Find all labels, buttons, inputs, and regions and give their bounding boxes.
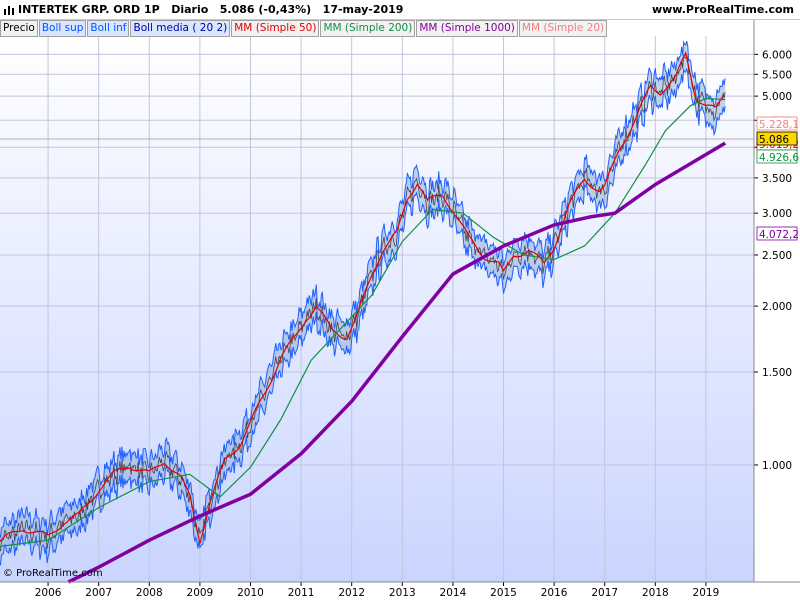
y-tick-label: 3.500 [762, 173, 792, 185]
x-tick-label: 2014 [440, 587, 467, 599]
y-tick-label: 5.500 [762, 69, 792, 81]
bollinger-upper-line [0, 40, 726, 538]
value-marker-box [756, 116, 798, 131]
legend-item[interactable]: Boll media ( 20 2) [130, 20, 231, 37]
x-tick-label: 2016 [541, 587, 568, 599]
y-tick-label: 1.500 [762, 367, 792, 379]
value-marker-label: 4.072,2 [759, 229, 799, 241]
chart-type-icon[interactable] [3, 4, 15, 16]
mm1000-line [67, 141, 727, 584]
bollinger-lower-line [0, 67, 726, 566]
value-marker-box [756, 131, 798, 146]
legend-item[interactable]: Boll sup [38, 20, 87, 37]
x-tick-label: 2009 [187, 587, 214, 599]
y-tick-label: 1.000 [762, 460, 792, 472]
x-axis-panel [0, 582, 800, 600]
value-marker-label: 4.926,6 [759, 152, 799, 164]
value-marker-label: 5.228,1 [759, 119, 799, 131]
value-marker-label: 5.086 [759, 134, 789, 146]
mm200-line [0, 97, 726, 547]
legend-item[interactable]: MM (Simple 50) [231, 20, 320, 37]
x-tick-label: 2011 [288, 587, 315, 599]
x-tick-label: 2006 [35, 587, 62, 599]
legend-item[interactable]: MM (Simple 200) [320, 20, 416, 37]
x-tick-label: 2007 [85, 587, 112, 599]
y-tick-label: 2.000 [762, 301, 792, 313]
x-tick-label: 2015 [490, 587, 517, 599]
legend-item[interactable]: Precio [0, 20, 38, 37]
x-tick-label: 2018 [642, 587, 669, 599]
copyright-label: © ProRealTime.com [3, 568, 103, 579]
mm50-line [0, 51, 725, 544]
x-tick-label: 2019 [693, 587, 720, 599]
x-tick-label: 2017 [591, 587, 618, 599]
y-tick-label: 3.000 [762, 208, 792, 220]
value-marker-box [756, 226, 798, 241]
x-tick-label: 2013 [389, 587, 416, 599]
site-url[interactable]: www.ProRealTime.com [651, 3, 794, 16]
x-tick-label: 2008 [136, 587, 163, 599]
value-marker-box [756, 149, 798, 164]
legend-item[interactable]: MM (Simple 20) [518, 20, 608, 37]
indicator-legend: Precio Boll sup Boll inf Boll media ( 20 2)… [0, 20, 608, 37]
y-axis-panel [754, 20, 800, 582]
y-tick-label: 5.000 [762, 91, 792, 103]
chart-title: INTERTEK GRP. ORD 1P Diario 5.086 (-0,43… [18, 3, 404, 16]
y-tick-label: 6.000 [762, 49, 792, 61]
y-tick-label: 2.500 [762, 250, 792, 262]
x-tick-label: 2010 [237, 587, 264, 599]
legend-item[interactable]: Boll inf [87, 20, 130, 37]
legend-item[interactable]: MM (Simple 1000) [416, 20, 518, 37]
title-bar: INTERTEK GRP. ORD 1P Diario 5.086 (-0,43… [0, 0, 800, 20]
x-tick-label: 2012 [338, 587, 365, 599]
